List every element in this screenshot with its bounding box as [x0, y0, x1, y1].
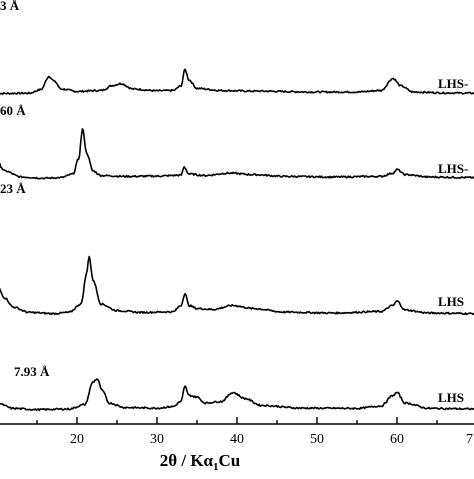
x-axis-title-subscript: 1: [213, 461, 219, 473]
x-tick-label: 40: [230, 432, 244, 447]
series-trace-2: [0, 128, 474, 180]
series-label-1: LHS-: [438, 76, 468, 91]
traces-group: [0, 68, 474, 412]
series-label-3: LHS: [438, 294, 464, 309]
series-trace-4: [0, 378, 474, 412]
series-label-2: LHS-: [438, 161, 468, 176]
x-axis-title-tail: Cu: [219, 451, 241, 470]
x-tick-label: 50: [310, 432, 324, 447]
x-tick-label: 30: [150, 432, 164, 447]
annotations-group: 3 Å LHS- 60 Å LHS- 23 Å LHS 7.93 Å LHS: [0, 0, 468, 405]
series-label-4: LHS: [438, 390, 464, 405]
d-spacing-label-3: 23 Å: [0, 181, 26, 196]
d-spacing-label-2: 60 Å: [0, 103, 26, 118]
x-ticks-group: 20 30 40 50 60 7: [36, 417, 473, 447]
series-trace-3: [0, 255, 474, 316]
d-spacing-label-4: 7.93 Å: [14, 364, 50, 379]
series-trace-1: [0, 68, 474, 95]
x-tick-label: 60: [390, 432, 404, 447]
d-spacing-label-1: 3 Å: [0, 0, 20, 13]
x-axis-title: 2θ / Kα1Cu: [160, 451, 241, 473]
x-tick-label: 20: [70, 432, 84, 447]
x-tick-label-cut: 7: [466, 432, 473, 447]
x-axis-title-main: 2θ / Kα: [160, 451, 214, 470]
